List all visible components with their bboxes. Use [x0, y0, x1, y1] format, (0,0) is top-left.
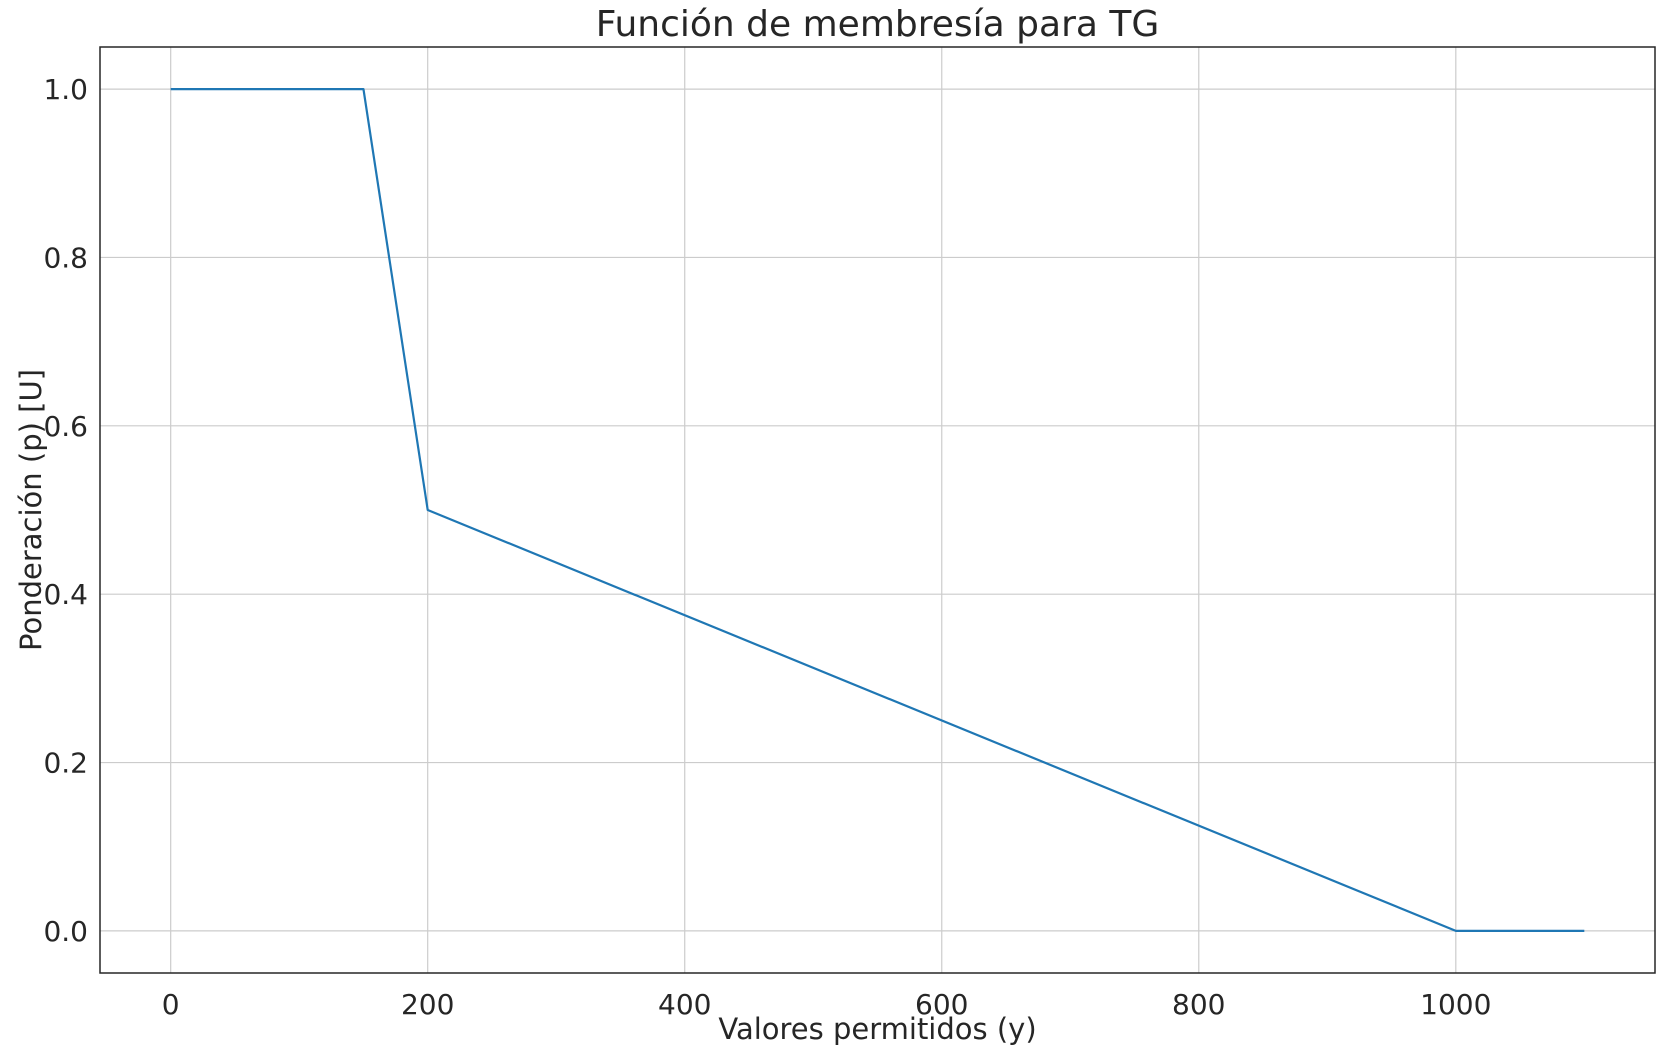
y-tick-label: 0.2: [43, 747, 88, 780]
tick-labels: 0 200 400 600 800 1000 0.0 0.2 0.4 0.6 0.8 1.0: [43, 73, 1491, 1021]
y-tick-label: 0.0: [43, 915, 88, 948]
x-tick-label: 600: [915, 988, 968, 1021]
x-tick-label: 200: [401, 988, 454, 1021]
series-line: [170, 87, 1585, 933]
series-layer: [170, 87, 1585, 933]
x-tick-label: 400: [658, 988, 711, 1021]
x-axis-label: Valores permitidos (y): [718, 1012, 1036, 1046]
plot-frame: [99, 46, 1656, 974]
y-tick-label: 1.0: [43, 73, 88, 106]
y-tick-label: 0.6: [43, 410, 88, 443]
y-axis-label: Ponderación (p) [U]: [14, 369, 48, 651]
x-tick-label: 1000: [1420, 988, 1491, 1021]
chart-title: Función de membresía para TG: [596, 4, 1160, 45]
y-tick-label: 0.8: [43, 241, 88, 274]
y-tick-label: 0.4: [43, 578, 88, 611]
x-tick-label: 800: [1172, 988, 1225, 1021]
x-tick-label: 0: [162, 988, 180, 1021]
